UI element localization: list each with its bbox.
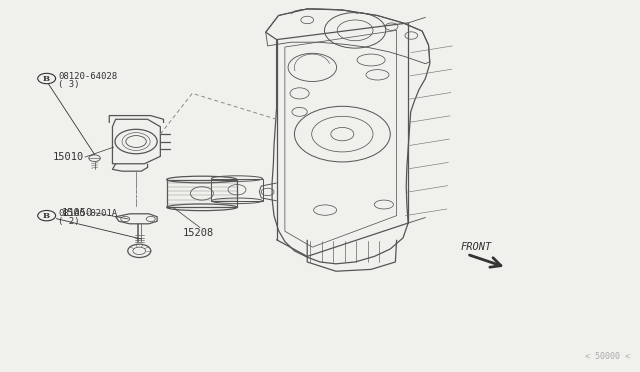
Text: FRONT: FRONT bbox=[461, 241, 492, 251]
Text: B: B bbox=[43, 212, 50, 219]
Text: 08120-64028: 08120-64028 bbox=[58, 72, 117, 81]
Circle shape bbox=[38, 211, 56, 221]
Text: ( 2): ( 2) bbox=[58, 217, 79, 226]
Text: 15050: 15050 bbox=[62, 208, 93, 218]
Text: 15010: 15010 bbox=[52, 152, 84, 162]
Text: 15208: 15208 bbox=[183, 228, 214, 237]
Bar bbox=[167, 180, 237, 207]
Circle shape bbox=[38, 73, 56, 84]
Text: 081A0-8201A: 081A0-8201A bbox=[58, 209, 117, 218]
Bar bbox=[211, 179, 262, 201]
Text: < 50000 <: < 50000 < bbox=[585, 352, 630, 361]
Text: ( 3): ( 3) bbox=[58, 80, 79, 89]
Text: B: B bbox=[43, 74, 50, 83]
